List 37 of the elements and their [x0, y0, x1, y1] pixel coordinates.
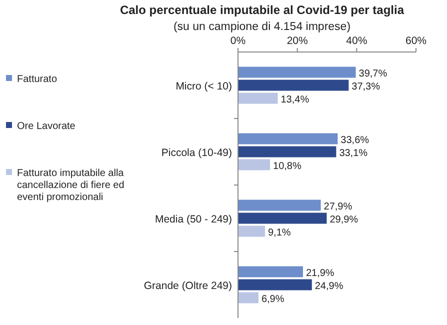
bar [238, 92, 278, 104]
x-tick-label: 60% [405, 35, 427, 47]
bar [238, 279, 312, 290]
x-tick-label: 20% [286, 35, 308, 47]
legend-label: Fatturato [17, 74, 58, 85]
data-label: 24,9% [314, 280, 344, 292]
data-label: 37,3% [352, 81, 380, 92]
x-tick-label: 40% [346, 35, 368, 47]
y-tick-label: Media (50 - 249) [154, 213, 232, 226]
x-tick-label: 0% [230, 35, 246, 47]
data-label: 21,9% [306, 268, 334, 279]
bar [238, 212, 327, 224]
legend-label: Ore Lavorate [17, 121, 76, 132]
bar [238, 133, 338, 144]
y-tick-label: Grande (Oltre 249) [144, 280, 232, 292]
bar [238, 266, 303, 278]
legend-label: Fatturato imputabile alla cancellazione di fiere ed eventi promozionali [17, 168, 124, 203]
y-tick-label: Piccola (10-49) [161, 146, 232, 159]
data-label: 29,9% [330, 214, 358, 226]
data-label: 33,1% [339, 148, 368, 159]
bar [238, 226, 265, 237]
bar [238, 292, 258, 304]
data-label: 33,6% [340, 134, 370, 146]
data-label: 9,1% [268, 227, 291, 238]
data-label: 13,4% [280, 94, 310, 106]
bar [238, 200, 321, 211]
data-label: 10,8% [273, 160, 302, 172]
bar [238, 66, 356, 78]
chart-title: Calo percentuale imputabile al Covid-19 per taglia [120, 3, 404, 17]
bar [238, 80, 349, 91]
data-label: 39,7% [358, 68, 388, 80]
data-label: 6,9% [261, 294, 284, 305]
data-label: 27,9% [324, 201, 352, 212]
bar [238, 146, 336, 158]
y-tick-label: Micro (< 10) [176, 80, 232, 92]
chart-subtitle: (su un campione di 4.154 imprese) [173, 21, 351, 33]
bar [238, 159, 270, 170]
